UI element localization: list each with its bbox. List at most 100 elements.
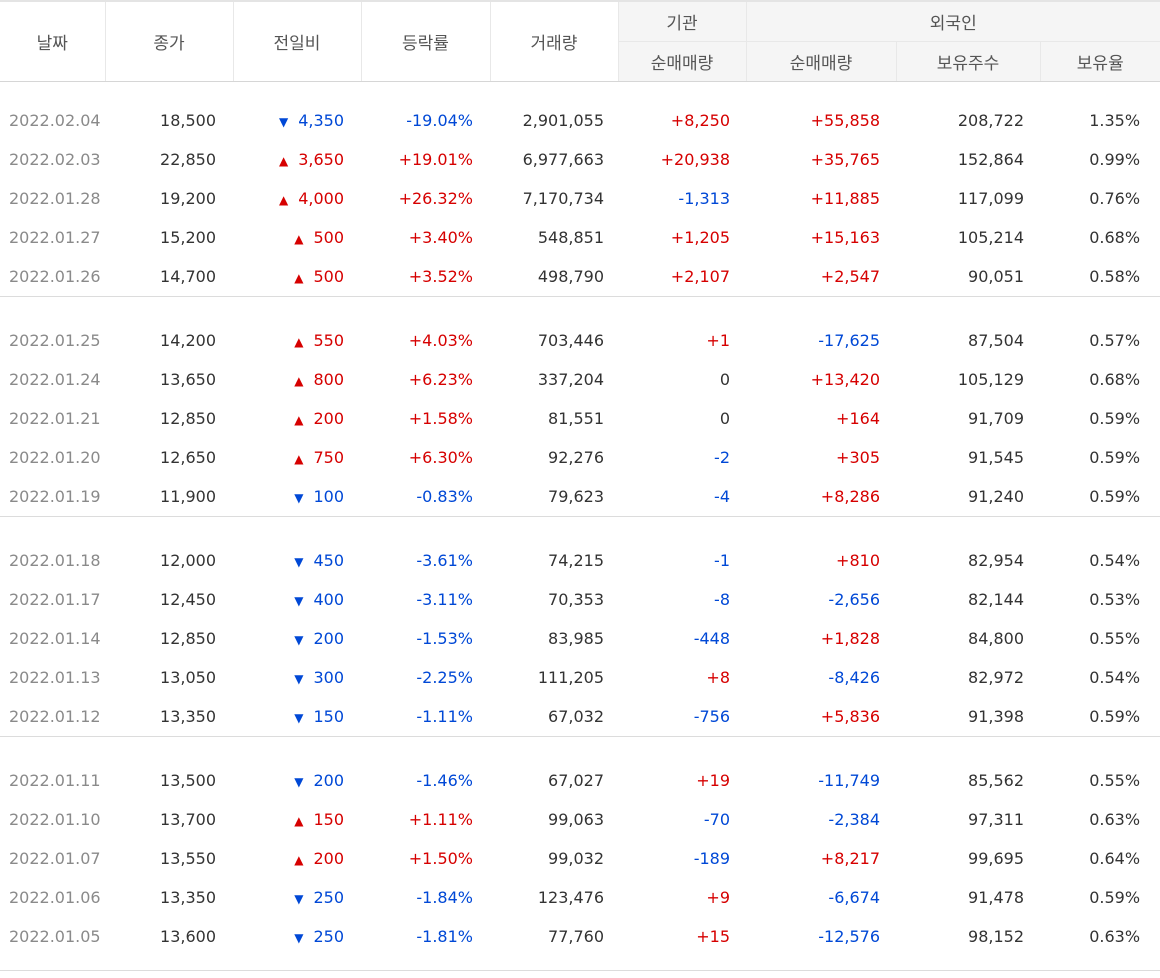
date-cell: 2022.01.11 <box>9 771 101 790</box>
institution-net-cell: +8 <box>706 668 730 687</box>
date-cell: 2022.01.13 <box>9 668 101 687</box>
institution-net-cell: 0 <box>719 409 730 428</box>
change-value: 300 <box>313 668 344 687</box>
date-cell: 2022.01.06 <box>9 888 101 907</box>
institution-net-cell: -1 <box>714 551 730 570</box>
header-foreign-ratio: 보유율 <box>1040 41 1160 82</box>
institution-net-cell: +19 <box>696 771 730 790</box>
institution-net-cell: -2 <box>714 448 730 467</box>
table-row: 2022.01.10 13,700 ▲ 150 +1.11% 99,063 -70 -2,38… <box>0 800 1160 839</box>
rate-cell: -1.84% <box>416 888 473 907</box>
foreign-ratio-cell: 0.64% <box>1089 849 1141 868</box>
change-cell: ▲ 3,650 <box>233 140 361 179</box>
change-cell: ▼ 250 <box>233 878 361 917</box>
foreign-holdings-cell: 99,695 <box>968 849 1024 868</box>
close-price-cell: 13,700 <box>160 810 216 829</box>
foreign-ratio-cell: 0.55% <box>1089 771 1141 790</box>
foreign-ratio-cell: 0.54% <box>1089 668 1141 687</box>
foreign-net-cell: -11,749 <box>818 771 880 790</box>
volume-cell: 703,446 <box>537 331 604 350</box>
change-value: 100 <box>313 487 344 506</box>
change-value: 500 <box>313 228 344 247</box>
foreign-holdings-cell: 97,311 <box>968 810 1024 829</box>
header-rate: 등락률 <box>361 0 491 82</box>
foreign-holdings-cell: 91,709 <box>968 409 1024 428</box>
change-value: 250 <box>313 888 344 907</box>
volume-cell: 99,032 <box>548 849 604 868</box>
date-cell: 2022.01.05 <box>9 927 101 946</box>
change-value: 150 <box>313 810 344 829</box>
institution-net-cell: -448 <box>693 629 730 648</box>
change-cell: ▲ 200 <box>233 399 361 438</box>
table-row: 2022.01.27 15,200 ▲ 500 +3.40% 548,851 +1,205 +… <box>0 218 1160 257</box>
up-arrow-icon: ▲ <box>294 452 304 466</box>
up-arrow-icon: ▲ <box>278 154 289 168</box>
volume-cell: 99,063 <box>548 810 604 829</box>
rate-cell: +4.03% <box>408 331 473 350</box>
close-price-cell: 18,500 <box>160 111 216 130</box>
rate-cell: -1.53% <box>416 629 473 648</box>
rate-cell: +1.11% <box>408 810 473 829</box>
rate-cell: +6.30% <box>408 448 473 467</box>
close-price-cell: 12,650 <box>160 448 216 467</box>
rate-cell: -0.83% <box>416 487 473 506</box>
volume-cell: 123,476 <box>537 888 604 907</box>
date-cell: 2022.01.20 <box>9 448 101 467</box>
change-cell: ▼ 300 <box>233 658 361 697</box>
foreign-holdings-cell: 91,478 <box>968 888 1024 907</box>
change-cell: ▲ 550 <box>233 321 361 360</box>
table-row: 2022.01.13 13,050 ▼ 300 -2.25% 111,205 +8 -8,42… <box>0 658 1160 697</box>
date-cell: 2022.01.28 <box>9 189 101 208</box>
change-cell: ▼ 450 <box>233 541 361 580</box>
foreign-net-cell: -8,426 <box>828 668 880 687</box>
down-arrow-icon: ▼ <box>294 555 304 569</box>
up-arrow-icon: ▲ <box>278 193 289 207</box>
table-row: 2022.01.12 13,350 ▼ 150 -1.11% 67,032 -756 +5,8… <box>0 697 1160 737</box>
institution-net-cell: +15 <box>696 927 730 946</box>
foreign-holdings-cell: 91,240 <box>968 487 1024 506</box>
table-row: 2022.01.07 13,550 ▲ 200 +1.50% 99,032 -189 +8,2… <box>0 839 1160 878</box>
foreign-ratio-cell: 0.99% <box>1089 150 1141 169</box>
close-price-cell: 13,350 <box>160 888 216 907</box>
foreign-ratio-cell: 0.57% <box>1089 331 1141 350</box>
institution-net-cell: -8 <box>714 590 730 609</box>
close-price-cell: 11,900 <box>160 487 216 506</box>
change-cell: ▲ 800 <box>233 360 361 399</box>
change-cell: ▲ 150 <box>233 800 361 839</box>
date-cell: 2022.01.07 <box>9 849 101 868</box>
up-arrow-icon: ▲ <box>294 853 304 867</box>
volume-cell: 70,353 <box>548 590 604 609</box>
foreign-holdings-cell: 152,864 <box>957 150 1024 169</box>
foreign-net-cell: -12,576 <box>818 927 880 946</box>
change-cell: ▲ 200 <box>233 839 361 878</box>
change-cell: ▼ 200 <box>233 761 361 800</box>
header-change: 전일비 <box>233 0 362 82</box>
change-value: 200 <box>313 629 344 648</box>
foreign-holdings-cell: 117,099 <box>957 189 1024 208</box>
foreign-net-cell: +13,420 <box>810 370 880 389</box>
volume-cell: 548,851 <box>537 228 604 247</box>
close-price-cell: 22,850 <box>160 150 216 169</box>
change-value: 200 <box>313 849 344 868</box>
change-value: 800 <box>313 370 344 389</box>
close-price-cell: 13,650 <box>160 370 216 389</box>
down-arrow-icon: ▼ <box>278 115 289 129</box>
change-cell: ▼ 150 <box>233 697 361 737</box>
foreign-ratio-cell: 0.76% <box>1089 189 1141 208</box>
up-arrow-icon: ▲ <box>294 814 304 828</box>
table-row: 2022.01.24 13,650 ▲ 800 +6.23% 337,204 0 +13,42… <box>0 360 1160 399</box>
down-arrow-icon: ▼ <box>294 491 304 505</box>
foreign-holdings-cell: 90,051 <box>968 267 1024 286</box>
foreign-net-cell: +1,828 <box>820 629 880 648</box>
rate-cell: +19.01% <box>398 150 473 169</box>
table-row: 2022.01.05 13,600 ▼ 250 -1.81% 77,760 +15 -12,5… <box>0 917 1160 956</box>
volume-cell: 92,276 <box>548 448 604 467</box>
foreign-ratio-cell: 0.68% <box>1089 228 1141 247</box>
foreign-holdings-cell: 82,144 <box>968 590 1024 609</box>
volume-cell: 6,977,663 <box>522 150 604 169</box>
foreign-ratio-cell: 1.35% <box>1089 111 1141 130</box>
rate-cell: +1.58% <box>408 409 473 428</box>
change-value: 450 <box>313 551 344 570</box>
rate-cell: -1.11% <box>416 707 473 726</box>
close-price-cell: 13,600 <box>160 927 216 946</box>
